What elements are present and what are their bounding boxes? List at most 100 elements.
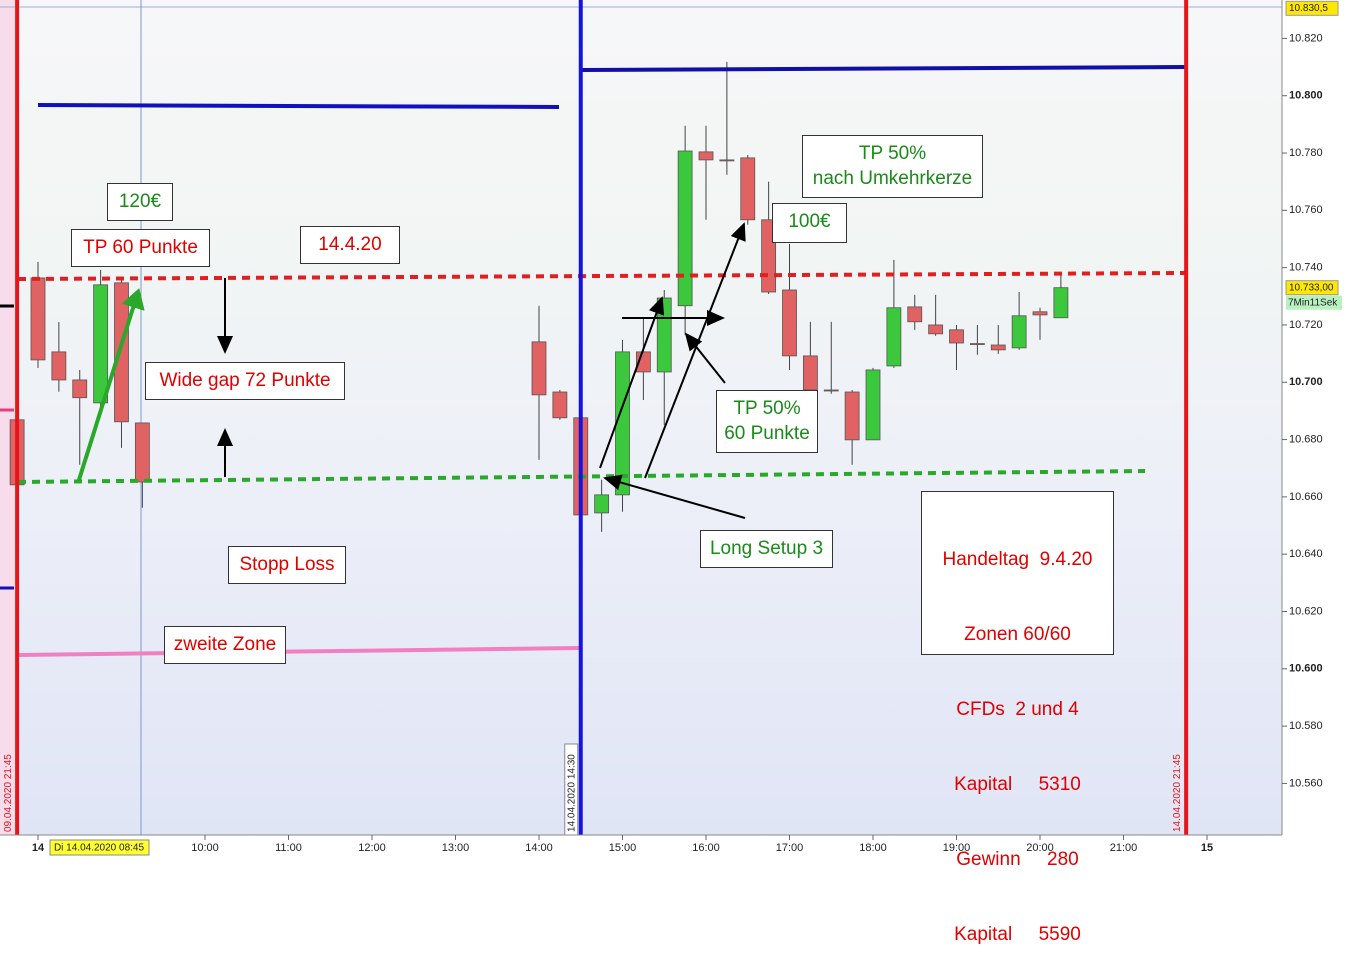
price-label: 10.733,00 xyxy=(1289,282,1334,293)
y-tick-label: 10.560 xyxy=(1289,777,1323,789)
candle-body xyxy=(615,351,630,496)
y-tick-label: 10.580 xyxy=(1289,720,1323,732)
candle-body xyxy=(928,324,944,335)
candle-body xyxy=(1053,287,1069,319)
annotation-text: zweite Zone xyxy=(173,634,277,655)
chart: 09.04.2020 21:45 14.04.2020 14:30 14.04.20… xyxy=(0,0,1349,861)
tp-line xyxy=(17,271,1186,281)
vline-label: 09.04.2020 21:45 xyxy=(3,754,14,832)
candle-body xyxy=(594,494,610,514)
y-tick-label: 10.700 xyxy=(1289,376,1323,388)
annotation-text: CFDs 2 und 4 xyxy=(956,699,1079,720)
candle-body xyxy=(719,159,735,162)
price-box xyxy=(1285,280,1339,296)
candle-body xyxy=(114,282,129,423)
price-box xyxy=(1285,0,1339,16)
y-tick-label: 10.640 xyxy=(1289,548,1323,560)
candle-body xyxy=(802,355,818,391)
annotation: TP 50% 60 Punkte xyxy=(716,390,818,453)
candle-body xyxy=(552,391,568,419)
candle-body xyxy=(531,341,547,396)
x-tick-label: 15 xyxy=(1201,842,1213,854)
y-tick-label: 10.740 xyxy=(1289,262,1323,274)
vertical-lines: 09.04.2020 21:45 14.04.2020 14:30 14.04.20… xyxy=(3,0,1189,836)
annotation: zweite Zone xyxy=(164,626,286,664)
candle-body xyxy=(782,289,797,357)
x-tick-label: 18:00 xyxy=(859,842,887,854)
annotation: 100€ xyxy=(772,203,847,243)
candle-body xyxy=(823,389,839,392)
annotation: Wide gap 72 Punkte xyxy=(145,362,345,400)
zone-line xyxy=(17,646,580,657)
y-tick-label: 10.600 xyxy=(1289,663,1323,675)
annotation-text: TP 50% xyxy=(858,143,927,164)
candle-body xyxy=(844,391,860,441)
annotation: Handeltag 9.4.20 Zonen 60/60 CFDs 2 und … xyxy=(921,491,1114,945)
x-tick-label: 20:00 xyxy=(1026,842,1054,854)
arrow xyxy=(599,296,665,469)
x-tick-label: 21:00 xyxy=(1110,842,1138,854)
candle-body xyxy=(72,379,88,399)
x-tick-label: 11:00 xyxy=(275,842,302,854)
annotation: 120€ xyxy=(107,183,173,221)
candle-body xyxy=(990,344,1006,351)
y-tick-label: 10.720 xyxy=(1289,319,1323,331)
x-tick-label: 17:00 xyxy=(776,842,804,854)
candle-body xyxy=(134,422,150,483)
candle-body xyxy=(740,157,756,221)
annotation-text: Handeltag 9.4.20 xyxy=(942,549,1093,570)
annotation-text: Long Setup 3 xyxy=(709,538,824,559)
x-tick-label: 14:00 xyxy=(525,842,553,854)
page: 09.04.2020 21:45 14.04.2020 14:30 14.04.20… xyxy=(0,0,1349,945)
x-axis-panel xyxy=(0,835,1349,861)
annotation-text: 100€ xyxy=(788,211,831,232)
y-tick-label: 10.780 xyxy=(1289,147,1323,159)
annotation-text: Zonen 60/60 xyxy=(964,624,1071,645)
candle-body xyxy=(865,369,881,441)
candle-body xyxy=(1011,315,1027,349)
annotation-text: nach Umkehrkerze xyxy=(812,168,973,189)
plot-background xyxy=(0,0,1282,835)
annotation-text: 120€ xyxy=(118,191,162,212)
y-tick-label: 10.620 xyxy=(1289,605,1323,617)
level-line xyxy=(37,103,560,109)
annotation: 14.4.20 xyxy=(300,226,400,264)
price-label: 10.830,5 xyxy=(1289,3,1328,14)
y-tick-label: 10.660 xyxy=(1289,491,1323,503)
annotation-text: 60 Punkte xyxy=(724,423,810,444)
candle-body xyxy=(51,351,67,381)
candle-body xyxy=(886,307,902,367)
x-tick-label: 10:00 xyxy=(191,842,219,854)
annotation-text: TP 60 Punkte xyxy=(83,237,198,258)
y-tick-label: 10.680 xyxy=(1289,433,1323,445)
y-tick-label: 10.760 xyxy=(1289,204,1323,216)
vline-label: 14.04.2020 21:45 xyxy=(1172,754,1183,832)
candle-body xyxy=(93,284,109,404)
annotation: TP 50% nach Umkehrkerze xyxy=(802,135,983,198)
annotation: Long Setup 3 xyxy=(700,530,833,568)
annotation-text: Gewinn 280 xyxy=(956,849,1079,870)
candle-body xyxy=(907,306,923,323)
x-tick-label: 16:00 xyxy=(692,842,720,854)
vline-label: 14.04.2020 14:30 xyxy=(566,754,577,832)
countdown-box xyxy=(1286,295,1342,310)
annotation-text: Wide gap 72 Punkte xyxy=(159,370,331,391)
annotation-text: 14.4.20 xyxy=(318,234,382,255)
x-tick-label: 13:00 xyxy=(442,842,470,854)
x-tick-label: 15:00 xyxy=(609,842,637,854)
arrow xyxy=(603,474,746,519)
annotation: TP 60 Punkte xyxy=(71,229,210,267)
candle-body xyxy=(949,329,964,344)
candles xyxy=(9,61,1069,532)
candle-body xyxy=(30,277,46,361)
annotation-text: Kapital 5310 xyxy=(954,774,1081,795)
x-tick-label: 19:00 xyxy=(943,842,971,854)
candle-body xyxy=(698,151,714,161)
level-line xyxy=(580,65,1186,72)
candle-body xyxy=(969,343,985,345)
candle-body xyxy=(677,150,693,307)
candle-body xyxy=(1032,311,1048,316)
y-axis-panel xyxy=(1282,0,1349,861)
candle-body xyxy=(656,297,672,373)
x-tick-label: 14 xyxy=(32,842,45,854)
